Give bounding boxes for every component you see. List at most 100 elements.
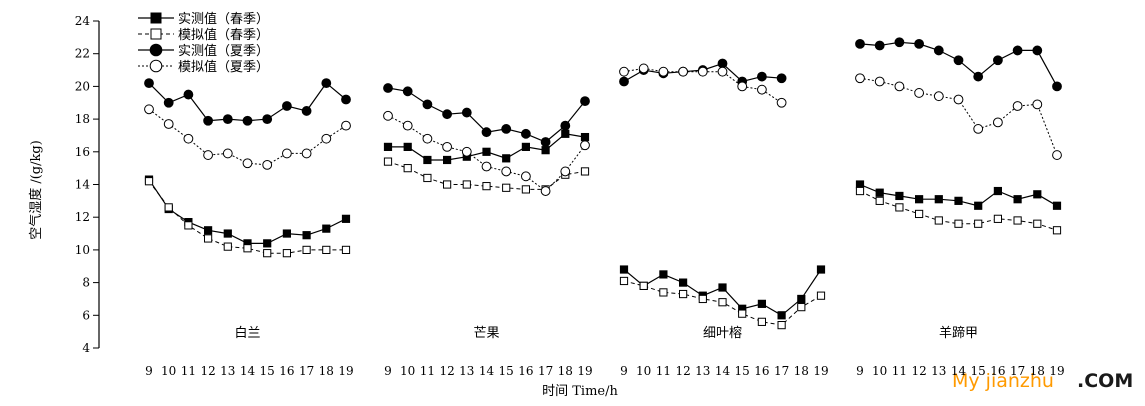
data-point bbox=[875, 196, 884, 205]
data-point bbox=[933, 45, 944, 56]
y-tick-label: 18 bbox=[75, 112, 90, 126]
data-point bbox=[1012, 45, 1023, 56]
y-tick-label: 4 bbox=[82, 341, 90, 355]
data-point bbox=[797, 303, 806, 312]
data-point bbox=[341, 245, 351, 255]
group-4: 9 10 11 12 13 14 15 16 17 18 19 羊蹄甲 bbox=[855, 37, 1065, 378]
data-point bbox=[223, 229, 232, 238]
x-tick-label: 14 bbox=[715, 364, 731, 378]
data-point bbox=[184, 221, 193, 230]
data-point bbox=[422, 133, 433, 144]
data-point bbox=[183, 133, 194, 144]
data-point bbox=[482, 147, 491, 156]
data-point bbox=[521, 142, 530, 151]
data-point bbox=[302, 231, 311, 240]
x-tick-label: 18 bbox=[1030, 364, 1045, 378]
data-point bbox=[580, 96, 590, 107]
data-point bbox=[561, 129, 570, 138]
x-tick-label: 19 bbox=[338, 364, 353, 378]
data-point bbox=[934, 195, 943, 204]
data-point bbox=[540, 186, 551, 196]
data-point bbox=[874, 76, 885, 87]
legend-marker bbox=[149, 59, 163, 73]
legend-label: 模拟值（夏季） bbox=[178, 59, 269, 75]
data-point bbox=[321, 133, 332, 144]
group-label: 白兰 bbox=[234, 325, 260, 341]
group-2: 9 10 11 12 13 14 15 16 17 18 19 芒果 bbox=[383, 83, 593, 378]
data-point bbox=[263, 239, 272, 248]
data-point bbox=[1033, 190, 1042, 199]
data-point bbox=[914, 38, 924, 49]
x-tick-label: 13 bbox=[931, 364, 946, 378]
data-point bbox=[993, 186, 1002, 196]
data-point bbox=[816, 291, 826, 300]
data-point bbox=[777, 321, 786, 330]
data-point bbox=[1012, 101, 1023, 111]
data-point bbox=[954, 196, 963, 205]
data-point bbox=[321, 78, 332, 89]
data-point bbox=[659, 270, 668, 279]
data-point bbox=[461, 146, 472, 157]
data-point bbox=[717, 58, 728, 69]
x-tick-label: 18 bbox=[558, 364, 573, 378]
data-point bbox=[718, 298, 727, 307]
data-point bbox=[973, 71, 984, 82]
x-tick-label: 10 bbox=[161, 364, 176, 378]
x-tick-label: 15 bbox=[499, 364, 514, 378]
data-point bbox=[776, 73, 787, 84]
data-point bbox=[501, 124, 512, 134]
x-axis-title: 时间 Time/h bbox=[542, 384, 618, 399]
data-point bbox=[163, 119, 174, 129]
data-point bbox=[659, 288, 668, 297]
data-point bbox=[282, 101, 292, 111]
x-tick-label: 17 bbox=[299, 364, 314, 378]
data-point bbox=[698, 294, 707, 304]
x-tick-label: 16 bbox=[990, 364, 1005, 378]
x-tick-label: 10 bbox=[636, 364, 651, 378]
data-point bbox=[580, 167, 590, 176]
data-point bbox=[521, 128, 531, 139]
x-tick-label: 19 bbox=[1049, 364, 1064, 378]
data-point bbox=[302, 245, 311, 255]
data-point bbox=[1032, 45, 1043, 56]
data-point bbox=[164, 203, 173, 212]
data-point bbox=[993, 55, 1003, 66]
data-point bbox=[402, 120, 413, 131]
data-point bbox=[383, 142, 393, 151]
data-point bbox=[262, 114, 273, 124]
x-tick-label: 11 bbox=[656, 364, 671, 378]
data-point bbox=[282, 249, 291, 258]
data-point bbox=[580, 140, 590, 151]
y-tick-label: 12 bbox=[75, 210, 90, 224]
legend-item: 实测值（夏季） bbox=[138, 43, 269, 59]
data-point bbox=[541, 146, 550, 155]
series-line bbox=[623, 67, 782, 104]
x-tick-label: 10 bbox=[400, 364, 415, 378]
x-tick-label: 13 bbox=[220, 364, 235, 378]
data-point bbox=[993, 214, 1002, 223]
data-point bbox=[639, 281, 648, 290]
data-point bbox=[262, 159, 273, 170]
data-point bbox=[501, 166, 512, 177]
x-tick-label: 12 bbox=[675, 364, 690, 378]
data-point bbox=[203, 115, 214, 126]
data-point bbox=[619, 66, 629, 77]
x-tick-label: 17 bbox=[774, 364, 789, 378]
series-4 bbox=[383, 110, 590, 196]
data-point bbox=[580, 132, 590, 142]
data-point bbox=[423, 173, 432, 183]
series-line bbox=[148, 179, 347, 244]
data-point bbox=[443, 180, 452, 189]
x-tick-label: 19 bbox=[813, 364, 828, 378]
data-point bbox=[242, 158, 253, 169]
x-tick-label: 12 bbox=[911, 364, 926, 378]
legend-item: 模拟值（夏季） bbox=[138, 59, 269, 75]
legend-item: 实测值（春季） bbox=[138, 11, 269, 27]
x-tick-label: 13 bbox=[695, 364, 710, 378]
y-tick-label: 16 bbox=[75, 145, 90, 159]
data-point bbox=[243, 244, 252, 253]
data-point bbox=[757, 84, 767, 95]
data-point bbox=[1013, 216, 1022, 225]
x-tick-label: 10 bbox=[872, 364, 887, 378]
